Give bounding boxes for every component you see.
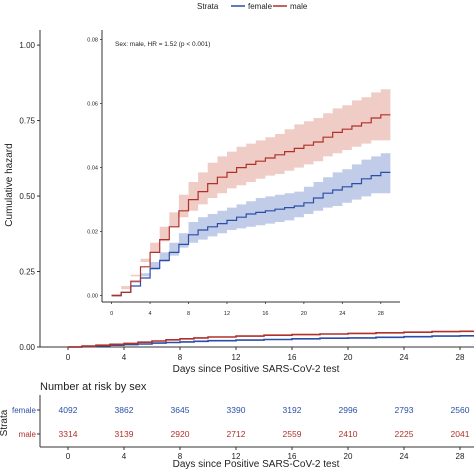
risk-row-label-female: female [12, 406, 37, 415]
risk-x-tick-label: 16 [288, 452, 297, 461]
main-x-tick-label: 0 [66, 353, 71, 362]
risk-rows: female 4092 3862 3645 3390 3192 2996 2793 2560 ma… [12, 405, 470, 439]
inset-x-tick-label: 20 [301, 311, 307, 317]
main-y-axis-label: Cumulative hazard [4, 143, 15, 226]
risk-x-tick-label: 12 [232, 452, 241, 461]
risk-x-tick-label: 0 [66, 452, 71, 461]
inset-x-tick-label: 16 [262, 311, 268, 317]
risk-cell-female: 3390 [227, 405, 246, 415]
risk-cell-female: 2560 [451, 405, 470, 415]
inset-plot: 0.00 0.02 0.04 0.06 0.08 0 4 8 12 16 20 24 28 Sex: … [87, 30, 400, 317]
main-x-tick-label: 24 [400, 353, 409, 362]
risk-cell-female: 3862 [115, 405, 134, 415]
inset-y-tick-label: 0.00 [87, 294, 98, 300]
inset-band-male [111, 89, 391, 296]
risk-cell-female: 3192 [283, 405, 302, 415]
inset-y-tick-label: 0.04 [87, 166, 98, 172]
risk-cell-male: 2920 [171, 429, 190, 439]
inset-y-ticks: 0.00 0.02 0.04 0.06 0.08 [87, 38, 102, 300]
risk-cell-male: 2712 [227, 429, 246, 439]
risk-x-ticks: 0 4 8 12 16 20 24 28 [66, 447, 465, 461]
risk-cell-male: 3139 [115, 429, 134, 439]
risk-cell-female: 4092 [59, 405, 78, 415]
inset-series [111, 114, 391, 297]
risk-cell-male: 2559 [283, 429, 302, 439]
inset-x-tick-label: 24 [339, 311, 345, 317]
main-series [68, 330, 474, 348]
inset-x-tick-label: 4 [149, 311, 152, 317]
legend-female-label: female [248, 2, 273, 11]
risk-cell-female: 2996 [339, 405, 358, 415]
risk-x-tick-label: 24 [400, 452, 409, 461]
risk-cell-female: 2793 [395, 405, 414, 415]
risk-cell-male: 2225 [395, 429, 414, 439]
main-x-tick-label: 12 [232, 353, 241, 362]
main-x-tick-label: 4 [122, 353, 127, 362]
risk-table: Number at risk by sex Strata female 4092 3… [0, 381, 474, 470]
risk-row-label-male: male [19, 430, 37, 439]
main-x-axis-label: Days since Positive SARS-CoV-2 test [173, 364, 340, 375]
risk-y-axis-label: Strata [0, 409, 10, 436]
legend-male-label: male [290, 2, 308, 11]
main-x-tick-label: 28 [456, 353, 465, 362]
risk-x-axis-label: Days since Positive SARS-CoV-2 test [173, 459, 340, 470]
main-y-tick-label: 0.50 [19, 192, 35, 201]
risk-x-tick-label: 4 [122, 452, 127, 461]
risk-cell-female: 3645 [171, 405, 190, 415]
inset-series-female-line [111, 171, 391, 297]
inset-band-female [111, 153, 391, 296]
risk-x-tick-label: 8 [178, 452, 183, 461]
inset-y-tick-label: 0.02 [87, 230, 98, 236]
inset-x-tick-label: 12 [224, 311, 230, 317]
inset-x-tick-label: 28 [378, 311, 384, 317]
main-y-tick-label: 1.00 [19, 41, 35, 50]
main-y-tick-label: 0.00 [19, 343, 35, 352]
risk-x-tick-label: 28 [456, 452, 465, 461]
risk-cell-male: 2041 [451, 429, 470, 439]
main-series-male-line [68, 330, 474, 348]
main-x-tick-label: 8 [178, 353, 183, 362]
main-x-ticks: 0 4 8 12 16 20 24 28 [66, 347, 465, 362]
inset-y-tick-label: 0.08 [87, 38, 98, 44]
main-x-tick-label: 20 [344, 353, 353, 362]
inset-x-ticks: 0 4 8 12 16 20 24 28 [110, 302, 384, 317]
legend-title: Strata [197, 2, 219, 11]
inset-annotation: Sex: male, HR = 1.52 (p < 0.001) [115, 41, 210, 48]
inset-series-male-line [111, 114, 391, 297]
main-y-tick-label: 0.75 [19, 117, 35, 126]
risk-cell-male: 3314 [59, 429, 78, 439]
main-y-ticks: 0.00 0.25 0.50 0.75 1.00 [19, 41, 40, 352]
main-y-tick-label: 0.25 [19, 268, 35, 277]
inset-y-tick-label: 0.06 [87, 102, 98, 108]
legend: Strata female male [197, 2, 308, 11]
inset-confidence-bands [111, 89, 391, 296]
risk-x-tick-label: 20 [344, 452, 353, 461]
inset-x-tick-label: 8 [187, 311, 190, 317]
risk-table-title: Number at risk by sex [40, 381, 147, 393]
main-plot: 0.00 0.25 0.50 0.75 1.00 0 4 8 12 16 20 24 28 Cumul… [4, 30, 474, 375]
main-x-tick-label: 16 [288, 353, 297, 362]
main-series-female-line [68, 335, 474, 348]
inset-x-tick-label: 0 [110, 311, 113, 317]
risk-cell-male: 2410 [339, 429, 358, 439]
